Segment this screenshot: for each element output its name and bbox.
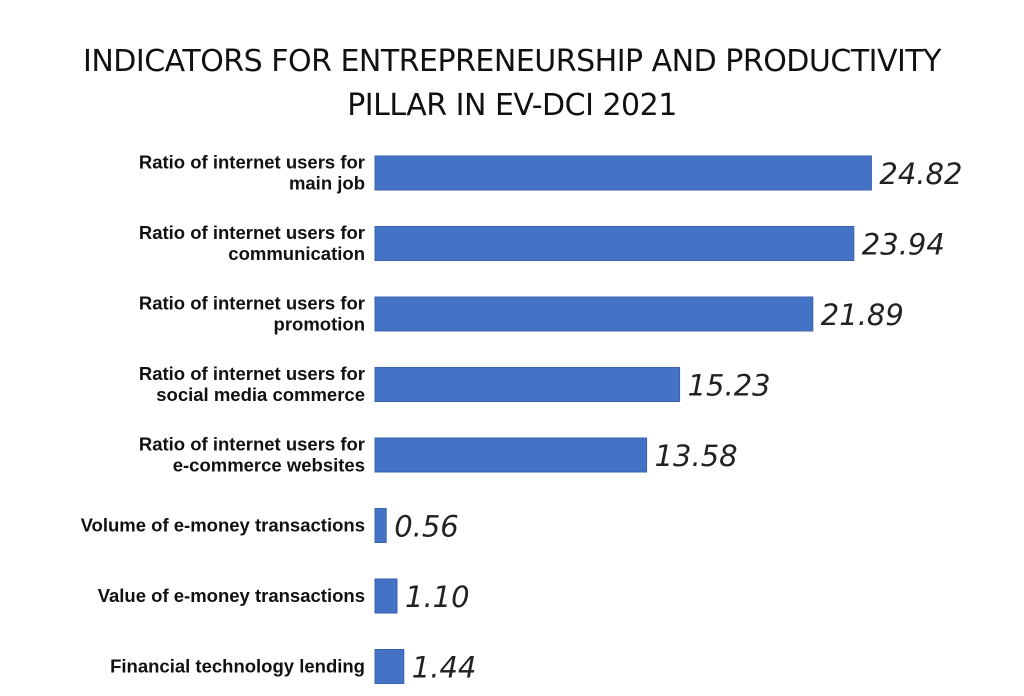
value-label-4: 15.23 [688,369,771,403]
category-label-1-line-2: main job [289,173,365,194]
category-label-5: Ratio of internet users for e-commerce we… [139,434,365,476]
value-label-2: 23.94 [862,228,945,262]
category-label-3-line-2: promotion [274,314,365,335]
value-label-7: 1.10 [405,580,470,614]
category-label-2-line-1: Ratio of internet users for [139,222,365,243]
category-label-1: Ratio of internet users for main job [139,152,365,194]
value-label-3: 21.89 [821,298,904,332]
bars-group [374,155,872,684]
category-label-2-line-2: communication [228,243,365,264]
category-label-6-line-1: Volume of e-money transactions [81,515,365,536]
bar-4 [374,367,681,402]
value-label-1: 24.82 [879,157,962,191]
bar-6 [374,508,387,543]
category-label-8: Financial technology lending [110,656,365,677]
category-label-1-line-1: Ratio of internet users for [139,152,365,173]
value-label-8: 1.44 [412,651,477,685]
chart-title-line-2: PILLAR IN EV-DCI 2021 [347,88,677,123]
category-label-4-line-1: Ratio of internet users for [139,363,365,384]
category-label-3: Ratio of internet users for promotion [139,293,365,335]
category-label-5-line-1: Ratio of internet users for [139,434,365,455]
value-label-5: 13.58 [655,439,738,473]
category-label-2: Ratio of internet users for communication [139,222,365,264]
category-label-7: Value of e-money transactions [98,585,365,606]
category-labels: Ratio of internet users for main jobRatio… [81,152,365,677]
bar-7 [374,578,398,614]
category-label-4: Ratio of internet users for social media … [139,363,365,405]
category-label-8-line-1: Financial technology lending [110,656,365,677]
bar-5 [374,437,648,473]
chart-title: INDICATORS FOR ENTREPRENEURSHIP AND PROD… [0,40,1024,128]
category-label-5-line-2: e-commerce websites [173,455,365,476]
category-label-7-line-1: Value of e-money transactions [98,585,365,606]
bar-8 [374,649,405,684]
bar-3 [374,296,814,332]
chart-title-line-1: INDICATORS FOR ENTREPRENEURSHIP AND PROD… [82,44,942,79]
category-label-3-line-1: Ratio of internet users for [139,293,365,314]
bar-2 [374,226,855,261]
category-label-6: Volume of e-money transactions [81,515,365,536]
bar-1 [374,155,872,191]
value-labels: 24.82 23.94 21.89 15.23 13.58 0.56 1.10 1.44 [394,157,962,685]
category-label-4-line-2: social media commerce [156,384,365,405]
value-label-6: 0.56 [394,510,459,544]
